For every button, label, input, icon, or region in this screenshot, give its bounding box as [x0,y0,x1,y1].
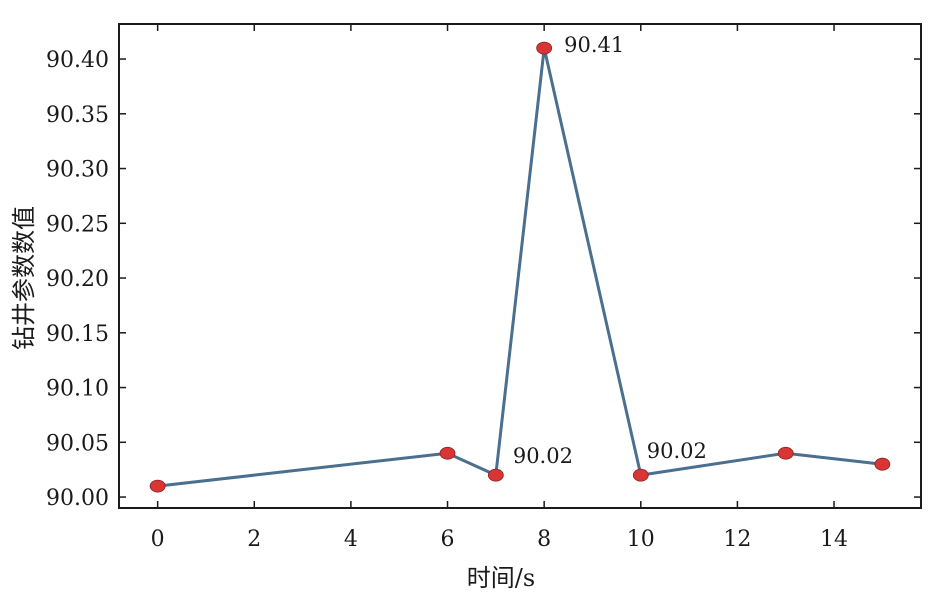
y-tick-label: 90.40 [46,48,109,73]
x-axis-title: 时间/s [467,564,535,592]
x-tick-label: 2 [247,527,261,552]
x-tick-label: 0 [151,527,165,552]
x-tick-label: 12 [723,527,751,552]
x-tick-label: 10 [627,527,655,552]
series-group [149,41,891,493]
data-label: 90.02 [647,439,707,463]
y-tick-label: 90.10 [46,377,109,402]
data-point [439,446,456,460]
x-tick-label: 14 [820,527,848,552]
data-point [632,468,649,482]
y-tick-label: 90.05 [46,431,109,456]
y-tick-label: 90.25 [46,212,109,237]
data-label: 90.02 [513,444,573,468]
x-axis: 0 2 4 6 8 10 12 14 [151,24,848,552]
y-tick-label: 90.35 [46,103,109,128]
y-tick-label: 90.00 [46,486,109,511]
y-tick-label: 90.30 [46,158,109,183]
x-tick-label: 8 [537,527,551,552]
data-point [874,457,891,471]
y-tick-label: 90.15 [46,322,109,347]
data-point [777,446,794,460]
y-axis-title: 钻井参数数值 [10,206,38,350]
annotations-group: 90.02 90.41 90.02 [513,33,707,468]
x-tick-label: 6 [441,527,455,552]
y-tick-label: 90.20 [46,267,109,292]
data-point [149,479,166,493]
data-label: 90.41 [564,33,624,57]
data-point [487,468,504,482]
y-axis: 90.00 90.05 90.10 90.15 90.20 90.25 90.30 90.35… [46,48,921,511]
x-tick-label: 4 [344,527,358,552]
data-point [536,41,553,55]
